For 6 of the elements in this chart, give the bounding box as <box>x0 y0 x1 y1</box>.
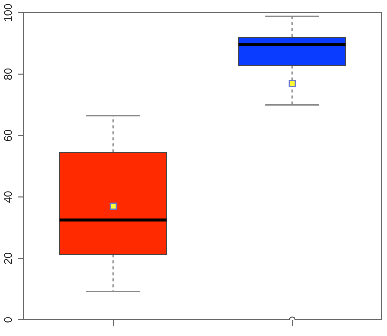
y-tick-label: 40 <box>3 191 15 204</box>
y-tick-label: 0 <box>3 316 15 324</box>
y-tick-label: 100 <box>3 4 15 22</box>
y-tick-label: 60 <box>3 130 15 142</box>
y-tick-label: 20 <box>3 252 15 265</box>
y-tick-label: 80 <box>3 68 15 81</box>
